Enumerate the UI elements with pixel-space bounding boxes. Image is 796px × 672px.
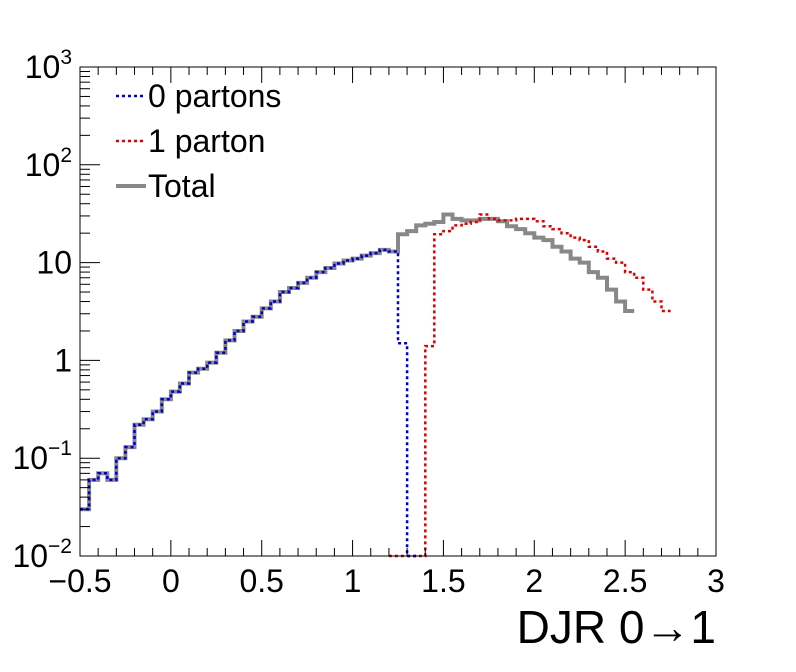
y-tick-label: 103 xyxy=(25,46,72,85)
series-1-parton xyxy=(388,213,671,558)
x-tick-label: 2 xyxy=(525,563,543,599)
x-tick-label: 0.5 xyxy=(239,563,283,599)
legend-label: 0 partons xyxy=(148,78,281,114)
legend-label: 1 parton xyxy=(148,123,265,159)
x-tick-label: 0 xyxy=(162,563,180,599)
series-0-partons xyxy=(80,248,417,558)
x-tick-label: −0.5 xyxy=(48,563,111,599)
histogram-layer xyxy=(80,212,671,558)
x-tick-label: 2.5 xyxy=(603,563,647,599)
y-tick-label: 10 xyxy=(36,245,72,281)
x-tick-label: 3 xyxy=(707,563,725,599)
plot-frame xyxy=(79,66,717,557)
y-tick-label: 1 xyxy=(54,342,72,378)
axis-layer: −0.5 0 0.5 1 1.5 2 2.5 3 10−2 10−1 1 10 102 103 xyxy=(12,46,724,599)
x-axis-title: DJR 0→1 xyxy=(517,601,716,653)
x-tick-label: 1.5 xyxy=(421,563,465,599)
y-tick-label: 10−2 xyxy=(12,535,72,574)
legend-label: Total xyxy=(148,168,216,204)
legend: 0 partons 1 parton Total xyxy=(116,78,281,204)
y-tick-label: 10−1 xyxy=(12,437,72,476)
y-tick-label: 102 xyxy=(25,144,72,183)
x-tick-label: 1 xyxy=(344,563,362,599)
